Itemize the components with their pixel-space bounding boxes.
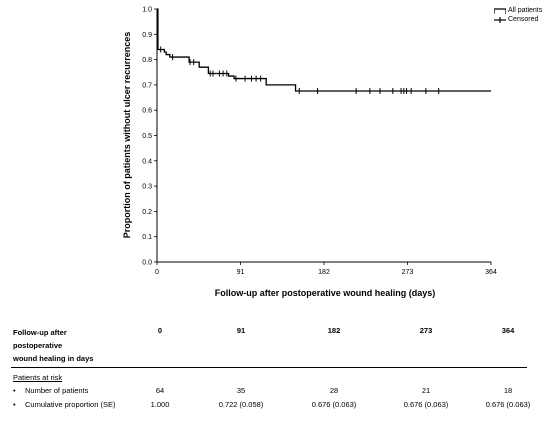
y-tick-label: 0.7	[142, 82, 152, 89]
table-cell: 0.722 (0.058)	[218, 400, 264, 409]
timepoint-header: 0	[157, 326, 163, 335]
chart-legend: All patients Censored	[492, 6, 542, 24]
censor-mark-icon	[494, 17, 506, 23]
timepoint-header: 364	[501, 326, 515, 335]
x-tick-label: 91	[237, 269, 245, 276]
timepoint-header: 182	[327, 326, 341, 335]
table-cell: 18	[503, 386, 513, 395]
y-tick-label: 0.2	[142, 209, 152, 216]
x-tick-label: 364	[485, 269, 497, 276]
table-cell: 0.676 (0.063)	[311, 400, 357, 409]
table-cell: 28	[329, 386, 339, 395]
legend-item-all-patients: All patients	[492, 6, 542, 15]
x-tick-label: 0	[155, 269, 159, 276]
table-cell: 1.000	[150, 400, 170, 409]
legend-item-censored: Censored	[492, 15, 542, 24]
timepoint-header: 273	[419, 326, 433, 335]
table-cell: 0.676 (0.063)	[403, 400, 449, 409]
y-tick-label: 0.5	[142, 133, 152, 140]
header-label-line: wound healing in days	[13, 354, 94, 363]
bullet-mark: •	[13, 400, 16, 409]
y-tick-label: 0.8	[142, 57, 152, 64]
y-tick-label: 0.9	[142, 32, 152, 39]
y-tick-label: 0.1	[142, 234, 152, 241]
table-cell: 64	[155, 386, 165, 395]
legend-label-censored: Censored	[508, 16, 539, 23]
header-label-line: postoperative	[13, 341, 63, 350]
table-cell: 21	[421, 386, 431, 395]
legend-label-all-patients: All patients	[508, 7, 543, 14]
table-row-label: • Number of patients	[13, 386, 89, 395]
kaplan-meier-chart: 0.0 0.1 0.2 0.3 0.4 0.5 0.6 0.7 0.8 0.9 1.0 0 91 182 2…	[122, 7, 497, 299]
header-label-line: Follow-up after	[13, 328, 67, 337]
x-tick-label: 273	[402, 269, 414, 276]
timepoint-header: 91	[236, 326, 246, 335]
table-cell: 0.676 (0.063)	[485, 400, 531, 409]
y-tick-label: 0.0	[142, 260, 152, 267]
risk-table-header-label: Follow-up after postoperative wound heal…	[13, 326, 93, 365]
y-axis-label: Proportion of patients without ulcer rec…	[122, 32, 132, 239]
y-tick-label: 1.0	[142, 7, 152, 14]
table-cell: 35	[236, 386, 246, 395]
y-tick-label: 0.4	[142, 158, 152, 165]
x-axis-label: Follow-up after postoperative wound heal…	[215, 288, 436, 298]
step-line-icon	[494, 8, 506, 14]
y-tick-label: 0.3	[142, 184, 152, 191]
table-divider	[11, 367, 527, 368]
x-tick-label: 182	[318, 269, 330, 276]
y-tick-label: 0.6	[142, 108, 152, 115]
survival-step-line	[157, 8, 491, 92]
table-row-label: • Cumulative proportion (SE)	[13, 400, 116, 409]
bullet-mark: •	[13, 386, 16, 395]
patients-at-risk-title: Patients at risk	[13, 373, 63, 382]
